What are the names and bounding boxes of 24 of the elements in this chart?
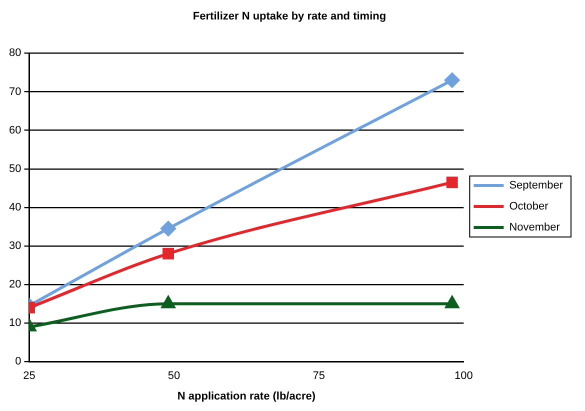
y-tick-label: 50 [8,162,22,175]
x-tick-label: 75 [312,370,325,382]
point [162,296,175,308]
legend-label: October [509,200,549,213]
point [160,221,176,236]
y-tick-label: 40 [8,201,22,214]
x-tick-label: 50 [168,370,180,382]
legend-label: November [509,222,560,234]
y-tick-label: 70 [8,86,22,98]
y-tick-label: 20 [8,278,22,291]
y-tick-label: 30 [8,240,22,252]
chart-title: Fertilizer N uptake by rate and timing [192,10,386,23]
y-tick-label: 10 [8,317,22,330]
y-tick-label: 60 [8,124,22,136]
point [444,72,460,88]
point [446,176,458,188]
legend-label: September [509,180,564,192]
point [445,296,459,308]
y-tick-label: 0 [15,356,22,368]
y-tick-label: 80 [8,47,22,60]
point [162,248,174,260]
x-tick-label: 100 [454,370,473,382]
x-tick-label: 25 [23,370,36,382]
x-axis-title: N application rate (lb/acre) [177,390,316,402]
